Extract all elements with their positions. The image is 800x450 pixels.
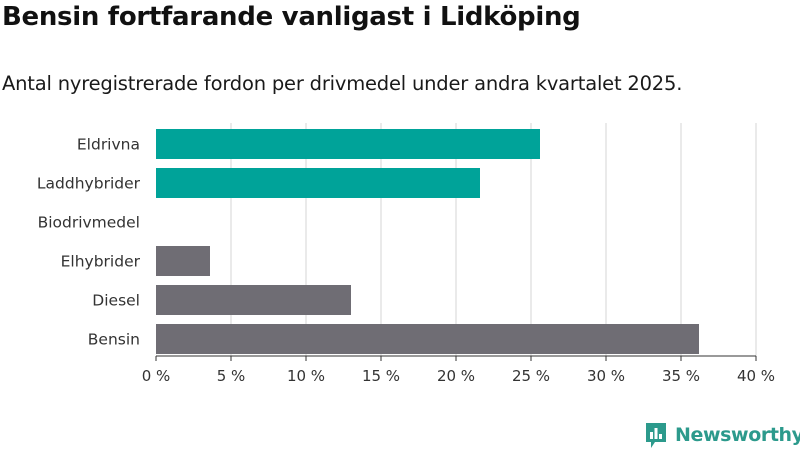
bar-laddhybrider bbox=[156, 168, 480, 198]
category-label: Diesel bbox=[92, 292, 140, 310]
x-tick-label: 25 % bbox=[512, 367, 550, 385]
x-tick-label: 10 % bbox=[287, 367, 325, 385]
category-label: Elhybrider bbox=[61, 253, 141, 271]
x-tick-label: 15 % bbox=[362, 367, 400, 385]
bar-elhybrider bbox=[156, 246, 210, 276]
chart-title: Bensin fortfarande vanligast i Lidköping bbox=[2, 2, 581, 32]
bar-diesel bbox=[156, 285, 351, 315]
x-tick-label: 35 % bbox=[662, 367, 700, 385]
chart-subtitle: Antal nyregistrerade fordon per drivmede… bbox=[2, 72, 683, 95]
logo-text: Newsworthy bbox=[675, 424, 800, 446]
bar-chart-speech-bubble-icon bbox=[646, 423, 666, 448]
bar-bensin bbox=[156, 324, 699, 354]
category-label: Laddhybrider bbox=[37, 175, 141, 193]
newsworthy-logo: Newsworthy bbox=[644, 420, 800, 450]
x-tick-label: 30 % bbox=[587, 367, 625, 385]
category-label: Bensin bbox=[88, 331, 140, 349]
category-label: Biodrivmedel bbox=[38, 214, 140, 232]
x-tick-label: 0 % bbox=[142, 367, 171, 385]
x-tick-label: 40 % bbox=[737, 367, 775, 385]
x-tick-label: 20 % bbox=[437, 367, 475, 385]
bar-eldrivna bbox=[156, 129, 540, 159]
bar-chart: 0 % 5 % 10 % 15 % 20 % 25 % 30 % 35 % 40 % Eldriv… bbox=[37, 123, 775, 385]
category-label: Eldrivna bbox=[77, 136, 140, 154]
x-tick-label: 5 % bbox=[217, 367, 246, 385]
